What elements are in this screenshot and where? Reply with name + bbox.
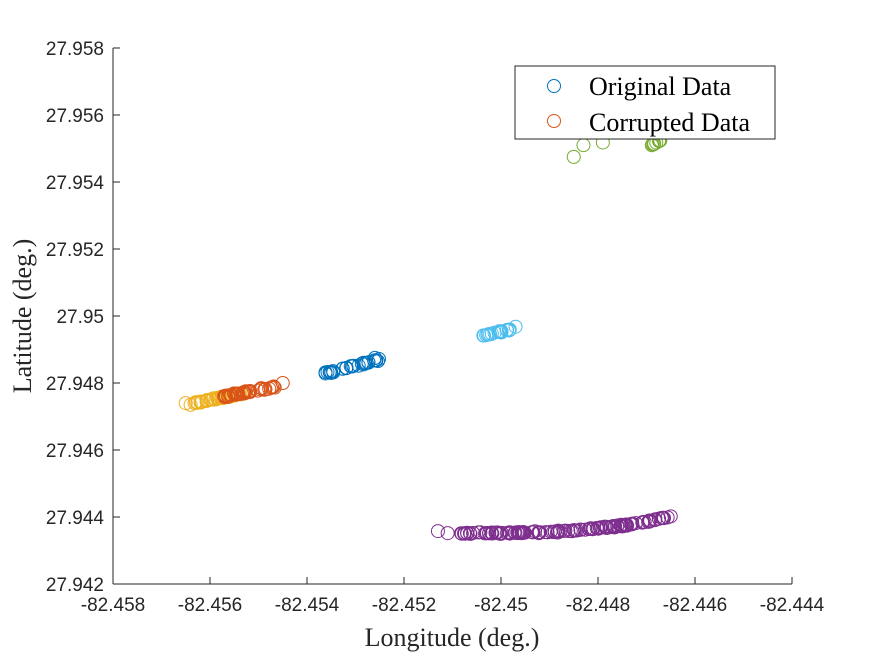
scatter-point <box>230 386 245 401</box>
scatter-point <box>512 525 527 540</box>
legend-label-corrupted: Corrupted Data <box>589 108 750 137</box>
scatter-point <box>254 381 269 396</box>
scatter-point <box>507 525 522 540</box>
legend-label-original: Original Data <box>589 72 732 101</box>
scatter-point <box>625 516 640 531</box>
x-tick-label: -82.446 <box>663 595 727 616</box>
scatter-point <box>583 521 598 536</box>
x-tick-label: -82.458 <box>81 595 145 616</box>
legend-marker-corrupted <box>547 114 561 128</box>
y-tick-label: 27.944 <box>46 508 105 529</box>
plot-points <box>178 133 678 541</box>
scatter-point <box>367 350 382 365</box>
scatter-point <box>480 327 495 342</box>
scatter-point <box>558 523 573 538</box>
scatter-point <box>576 138 591 153</box>
scatter-point <box>466 525 481 540</box>
y-tick-label: 27.948 <box>46 374 104 395</box>
scatter-point <box>552 524 567 539</box>
scatter-point <box>200 393 215 408</box>
scatter-point <box>635 515 650 530</box>
x-tick-label: -82.456 <box>178 595 242 616</box>
scatter-point <box>351 358 366 373</box>
scatter-point <box>251 383 266 398</box>
x-tick-label: -82.452 <box>372 595 436 616</box>
scatter-point <box>624 517 639 532</box>
scatter-point <box>344 359 359 374</box>
scatter-point <box>656 510 671 525</box>
scatter-point <box>275 376 290 390</box>
scatter-point <box>531 526 546 541</box>
scatter-point <box>641 514 656 529</box>
y-tick-label: 27.958 <box>46 39 104 60</box>
scatter-point <box>460 525 475 540</box>
scatter-point <box>228 387 243 402</box>
scatter-point <box>608 519 623 534</box>
scatter-point <box>651 511 666 526</box>
y-axis-title: Latitude (deg.) <box>8 239 37 394</box>
scatter-point <box>493 325 508 340</box>
scatter-point <box>227 386 242 401</box>
scatter-point <box>236 385 251 400</box>
scatter-point <box>492 526 507 541</box>
y-tick-label: 27.95 <box>56 307 104 328</box>
scatter-point <box>482 526 497 541</box>
scatter-point <box>318 365 333 380</box>
x-tick-label: -82.454 <box>275 595 340 616</box>
scatter-point <box>440 526 455 541</box>
scatter-point <box>236 385 251 400</box>
scatter-point <box>607 520 622 535</box>
scatter-point <box>547 524 562 539</box>
scatter-point <box>484 326 499 341</box>
scatter-point <box>241 384 256 399</box>
scatter-point <box>324 365 339 380</box>
scatter-point <box>543 524 558 539</box>
scatter-point <box>457 526 472 541</box>
x-ticks: -82.458 -82.456 -82.454 -82.452 -82.45 -82.44… <box>81 577 825 616</box>
scatter-point <box>508 319 523 334</box>
scatter-point <box>614 519 629 534</box>
scatter-point <box>430 524 445 539</box>
x-tick-label: -82.448 <box>566 595 630 616</box>
scatter-point <box>663 509 678 524</box>
scatter-point <box>487 325 502 340</box>
scatter-point <box>643 513 658 528</box>
scatter-point <box>517 525 532 540</box>
y-tick-label: 27.956 <box>46 106 104 127</box>
y-tick-label: 27.946 <box>46 441 104 462</box>
scatter-point <box>190 395 205 410</box>
scatter-point <box>257 382 272 397</box>
legend-marker-original <box>547 79 561 93</box>
legend-box <box>514 65 776 140</box>
x-tick-label: -82.444 <box>760 595 825 616</box>
scatter-point <box>488 525 503 540</box>
y-tick-label: 27.954 <box>46 173 105 194</box>
x-axis-title: Longitude (deg.) <box>365 623 540 652</box>
y-ticks: 27.942 27.944 27.946 27.948 27.95 27.952 27.95… <box>46 39 120 596</box>
scatter-point <box>502 323 517 338</box>
scatter-point <box>500 525 515 540</box>
scatter-point <box>524 525 539 540</box>
y-tick-label: 27.942 <box>46 575 104 596</box>
scatter-point <box>573 522 588 537</box>
y-tick-label: 27.952 <box>46 240 104 261</box>
legend: Original Data Corrupted Data <box>514 65 776 140</box>
scatter-point <box>356 357 371 372</box>
scatter-point <box>183 397 198 412</box>
scatter-point <box>566 149 581 164</box>
x-tick-label: -82.45 <box>474 595 528 616</box>
scatter-point <box>568 523 583 538</box>
scatter-point <box>234 386 249 401</box>
scatter-point <box>252 382 267 397</box>
scatter-point <box>590 520 605 535</box>
